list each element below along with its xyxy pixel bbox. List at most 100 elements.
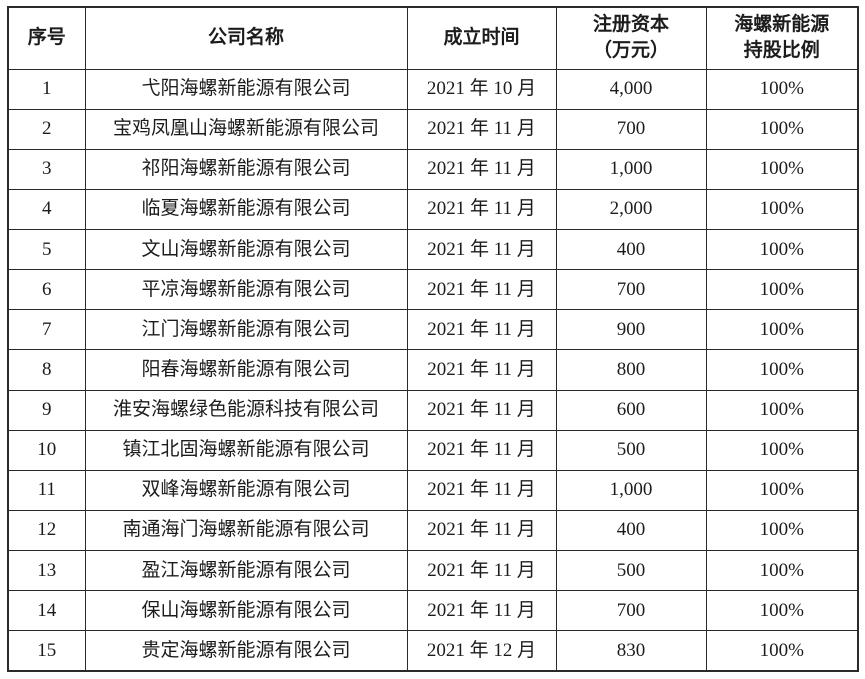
- header-company-name: 公司名称: [84, 6, 408, 70]
- cell-registered-capital: 600: [555, 389, 707, 431]
- header-established-date: 成立时间: [406, 6, 557, 70]
- cell-ownership-ratio: 100%: [705, 389, 859, 431]
- cell-company-name: 贵定海螺新能源有限公司: [84, 630, 408, 672]
- subsidiaries-table: 序号 公司名称 成立时间 注册资本 （万元） 海螺新能源 持股比例 1 弋阳海螺…: [7, 6, 859, 672]
- cell-registered-capital: 400: [555, 228, 707, 271]
- cell-serial-number: 1: [7, 68, 86, 110]
- cell-ownership-ratio: 100%: [705, 630, 859, 672]
- cell-registered-capital: 700: [555, 108, 707, 150]
- cell-ownership-ratio: 100%: [705, 590, 859, 632]
- cell-ownership-ratio: 100%: [705, 228, 859, 271]
- cell-established-date: 2021 年 11 月: [406, 269, 557, 311]
- cell-serial-number: 13: [7, 549, 86, 592]
- cell-established-date: 2021 年 11 月: [406, 108, 557, 150]
- cell-ownership-ratio: 100%: [705, 469, 859, 511]
- cell-ownership-ratio: 100%: [705, 429, 859, 471]
- cell-registered-capital: 900: [555, 309, 707, 351]
- table-row: 11 双峰海螺新能源有限公司 2021 年 11 月 1,000 100%: [7, 469, 859, 511]
- cell-serial-number: 5: [7, 228, 86, 271]
- cell-established-date: 2021 年 11 月: [406, 429, 557, 471]
- cell-company-name: 镇江北固海螺新能源有限公司: [84, 429, 408, 471]
- cell-established-date: 2021 年 10 月: [406, 68, 557, 110]
- cell-serial-number: 6: [7, 269, 86, 311]
- cell-serial-number: 4: [7, 188, 86, 231]
- table-row: 2 宝鸡凤凰山海螺新能源有限公司 2021 年 11 月 700 100%: [7, 108, 859, 150]
- cell-company-name: 阳春海螺新能源有限公司: [84, 349, 408, 391]
- table-row: 5 文山海螺新能源有限公司 2021 年 11 月 400 100%: [7, 228, 859, 271]
- table-row: 12 南通海门海螺新能源有限公司 2021 年 11 月 400 100%: [7, 509, 859, 552]
- cell-registered-capital: 2,000: [555, 188, 707, 231]
- table-row: 7 江门海螺新能源有限公司 2021 年 11 月 900 100%: [7, 309, 859, 351]
- cell-registered-capital: 830: [555, 630, 707, 672]
- table-row: 3 祁阳海螺新能源有限公司 2021 年 11 月 1,000 100%: [7, 148, 859, 190]
- cell-company-name: 临夏海螺新能源有限公司: [84, 188, 408, 231]
- cell-ownership-ratio: 100%: [705, 188, 859, 231]
- cell-registered-capital: 4,000: [555, 68, 707, 110]
- cell-ownership-ratio: 100%: [705, 549, 859, 592]
- table-row: 9 淮安海螺绿色能源科技有限公司 2021 年 11 月 600 100%: [7, 389, 859, 431]
- cell-established-date: 2021 年 12 月: [406, 630, 557, 672]
- cell-company-name: 双峰海螺新能源有限公司: [84, 469, 408, 511]
- cell-company-name: 文山海螺新能源有限公司: [84, 228, 408, 271]
- cell-established-date: 2021 年 11 月: [406, 509, 557, 552]
- cell-ownership-ratio: 100%: [705, 309, 859, 351]
- cell-registered-capital: 700: [555, 269, 707, 311]
- cell-established-date: 2021 年 11 月: [406, 590, 557, 632]
- cell-ownership-ratio: 100%: [705, 269, 859, 311]
- cell-company-name: 平凉海螺新能源有限公司: [84, 269, 408, 311]
- table-row: 14 保山海螺新能源有限公司 2021 年 11 月 700 100%: [7, 590, 859, 632]
- cell-established-date: 2021 年 11 月: [406, 549, 557, 592]
- cell-company-name: 弋阳海螺新能源有限公司: [84, 68, 408, 110]
- cell-company-name: 保山海螺新能源有限公司: [84, 590, 408, 632]
- cell-established-date: 2021 年 11 月: [406, 349, 557, 391]
- cell-serial-number: 9: [7, 389, 86, 431]
- cell-serial-number: 3: [7, 148, 86, 190]
- cell-established-date: 2021 年 11 月: [406, 148, 557, 190]
- table-row: 10 镇江北固海螺新能源有限公司 2021 年 11 月 500 100%: [7, 429, 859, 471]
- cell-ownership-ratio: 100%: [705, 349, 859, 391]
- cell-registered-capital: 1,000: [555, 148, 707, 190]
- header-ownership-ratio: 海螺新能源 持股比例: [705, 6, 859, 70]
- cell-registered-capital: 700: [555, 590, 707, 632]
- cell-registered-capital: 800: [555, 349, 707, 391]
- cell-company-name: 江门海螺新能源有限公司: [84, 309, 408, 351]
- header-row: 序号 公司名称 成立时间 注册资本 （万元） 海螺新能源 持股比例: [7, 6, 859, 70]
- header-serial-number: 序号: [7, 6, 86, 70]
- cell-established-date: 2021 年 11 月: [406, 389, 557, 431]
- cell-serial-number: 10: [7, 429, 86, 471]
- cell-ownership-ratio: 100%: [705, 68, 859, 110]
- cell-serial-number: 12: [7, 509, 86, 552]
- cell-registered-capital: 1,000: [555, 469, 707, 511]
- cell-company-name: 南通海门海螺新能源有限公司: [84, 509, 408, 552]
- cell-established-date: 2021 年 11 月: [406, 469, 557, 511]
- cell-established-date: 2021 年 11 月: [406, 228, 557, 271]
- header-registered-capital: 注册资本 （万元）: [555, 6, 707, 70]
- cell-serial-number: 14: [7, 590, 86, 632]
- cell-ownership-ratio: 100%: [705, 108, 859, 150]
- table-row: 1 弋阳海螺新能源有限公司 2021 年 10 月 4,000 100%: [7, 68, 859, 110]
- table-header: 序号 公司名称 成立时间 注册资本 （万元） 海螺新能源 持股比例: [7, 6, 859, 70]
- cell-serial-number: 8: [7, 349, 86, 391]
- table-row: 13 盈江海螺新能源有限公司 2021 年 11 月 500 100%: [7, 549, 859, 592]
- cell-company-name: 盈江海螺新能源有限公司: [84, 549, 408, 592]
- cell-established-date: 2021 年 11 月: [406, 188, 557, 231]
- cell-company-name: 宝鸡凤凰山海螺新能源有限公司: [84, 108, 408, 150]
- cell-serial-number: 7: [7, 309, 86, 351]
- cell-registered-capital: 400: [555, 509, 707, 552]
- cell-company-name: 祁阳海螺新能源有限公司: [84, 148, 408, 190]
- cell-established-date: 2021 年 11 月: [406, 309, 557, 351]
- cell-registered-capital: 500: [555, 429, 707, 471]
- table-row: 6 平凉海螺新能源有限公司 2021 年 11 月 700 100%: [7, 269, 859, 311]
- table-row: 8 阳春海螺新能源有限公司 2021 年 11 月 800 100%: [7, 349, 859, 391]
- table-body: 1 弋阳海螺新能源有限公司 2021 年 10 月 4,000 100% 2 宝…: [7, 68, 859, 672]
- cell-serial-number: 15: [7, 630, 86, 672]
- cell-registered-capital: 500: [555, 549, 707, 592]
- cell-ownership-ratio: 100%: [705, 509, 859, 552]
- table-row: 4 临夏海螺新能源有限公司 2021 年 11 月 2,000 100%: [7, 188, 859, 231]
- cell-serial-number: 11: [7, 469, 86, 511]
- table-row: 15 贵定海螺新能源有限公司 2021 年 12 月 830 100%: [7, 630, 859, 672]
- cell-ownership-ratio: 100%: [705, 148, 859, 190]
- cell-company-name: 淮安海螺绿色能源科技有限公司: [84, 389, 408, 431]
- cell-serial-number: 2: [7, 108, 86, 150]
